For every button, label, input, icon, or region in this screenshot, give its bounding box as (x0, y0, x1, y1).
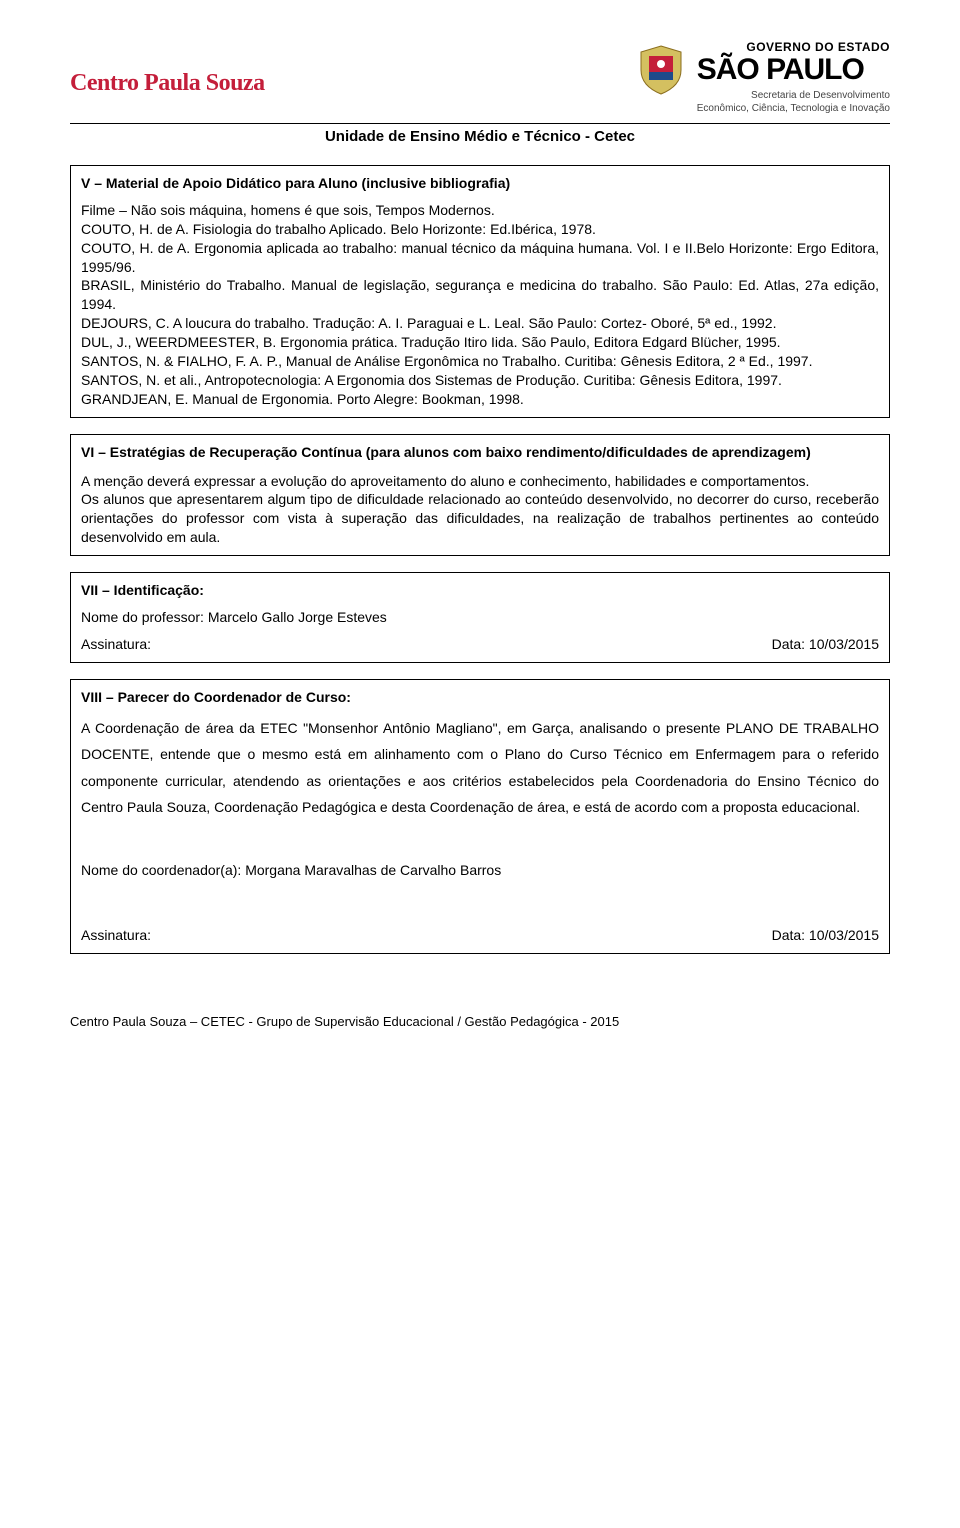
section-v-body: Filme – Não sois máquina, homens é que s… (81, 201, 879, 409)
date-label-coord: Data: 10/03/2015 (772, 926, 879, 945)
page-container: Centro Paula Souza GOVERNO DO ESTADO SÃO… (0, 0, 960, 1069)
state-gov-block: GOVERNO DO ESTADO SÃO PAULO Secretaria d… (633, 40, 890, 115)
signature-label-coord: Assinatura: (81, 926, 151, 945)
secretariat: Secretaria de Desenvolvimento Econômico,… (697, 89, 890, 115)
page-footer: Centro Paula Souza – CETEC - Grupo de Su… (70, 1014, 890, 1029)
section-v-title: V – Material de Apoio Didático para Alun… (81, 174, 879, 193)
state-name: SÃO PAULO (697, 56, 890, 83)
cps-logo: Centro Paula Souza (70, 70, 613, 97)
section-v-box: V – Material de Apoio Didático para Alun… (70, 165, 890, 418)
section-viii-box: VIII – Parecer do Coordenador de Curso: … (70, 679, 890, 954)
section-vi-box: VI – Estratégias de Recuperação Contínua… (70, 434, 890, 556)
section-vii-title: VII – Identificação: (81, 581, 879, 600)
coat-of-arms-icon (633, 42, 689, 98)
section-viii-title: VIII – Parecer do Coordenador de Curso: (81, 688, 879, 707)
date-label: Data: 10/03/2015 (772, 635, 879, 654)
section-vii-box: VII – Identificação: Nome do professor: … (70, 572, 890, 663)
signature-label: Assinatura: (81, 635, 151, 654)
unit-title: Unidade de Ensino Médio e Técnico - Cete… (70, 128, 890, 145)
coordinator-name: Nome do coordenador(a): Morgana Maravalh… (81, 861, 879, 880)
section-viii-body: A Coordenação de área da ETEC "Monsenhor… (81, 715, 879, 821)
divider (70, 123, 890, 124)
section-vi-body: A menção deverá expressar a evolução do … (81, 472, 879, 548)
section-vi-title: VI – Estratégias de Recuperação Contínua… (81, 443, 879, 462)
page-header: Centro Paula Souza GOVERNO DO ESTADO SÃO… (70, 40, 890, 115)
gov-line: GOVERNO DO ESTADO (697, 40, 890, 54)
professor-name: Nome do professor: Marcelo Gallo Jorge E… (81, 608, 879, 627)
